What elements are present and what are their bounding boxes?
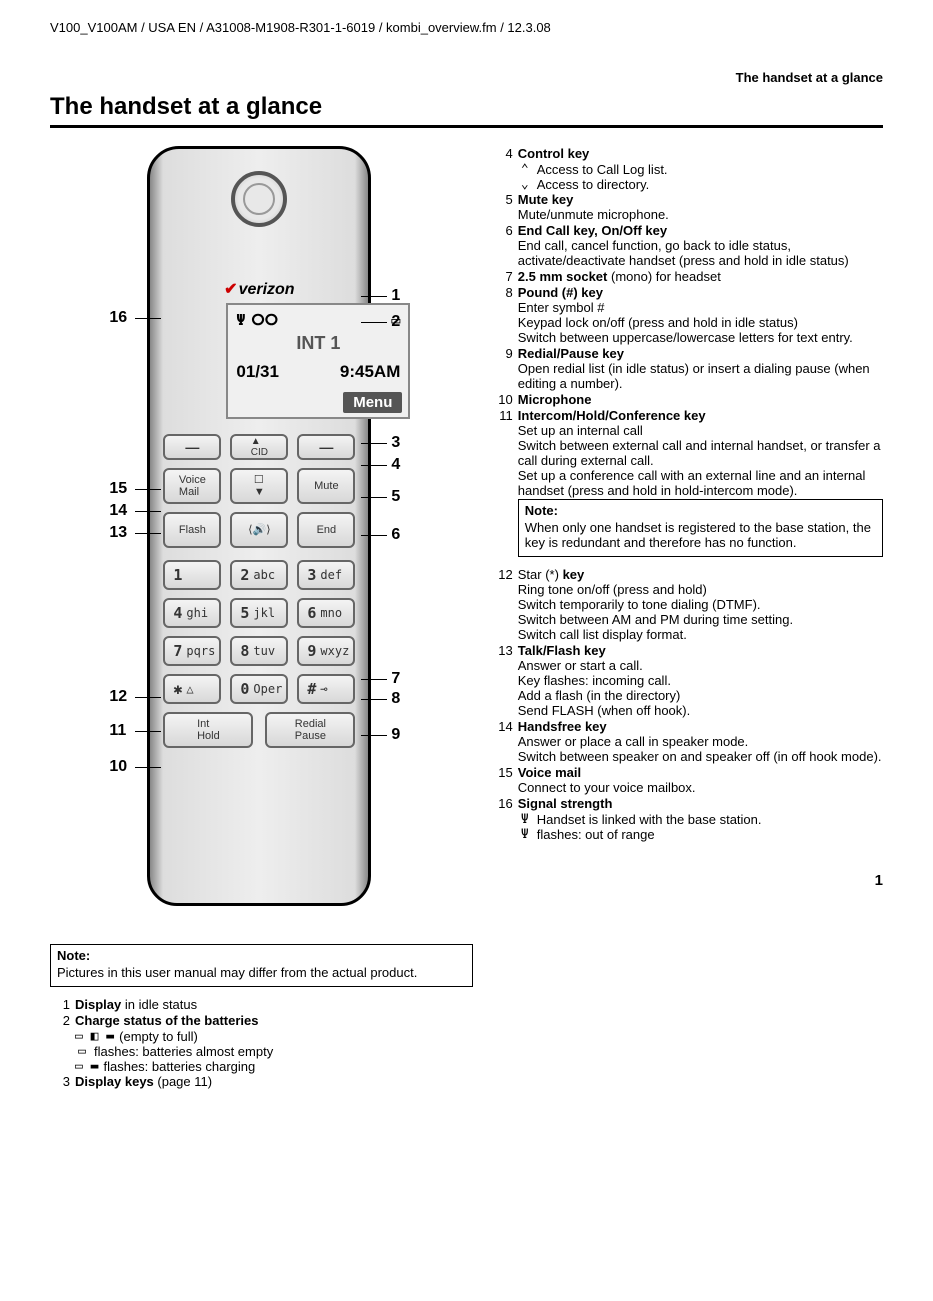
menu-softkey: Menu [343, 392, 402, 413]
doc-header: V100_V100AM / USA EN / A31008-M1908-R301… [50, 20, 883, 35]
legend-sub: ΨHandset is linked with the base station… [518, 812, 883, 827]
legend-item-2: 2Charge status of the batteries [50, 1013, 473, 1028]
running-head: The handset at a glance [50, 70, 883, 85]
key: 5jkl [230, 598, 288, 628]
key: RedialPause [265, 712, 355, 748]
page-number: 1 [493, 872, 883, 889]
key: 7pqrs [163, 636, 221, 666]
legend-sub: ▭ ◧ ▬(empty to full) [75, 1029, 473, 1044]
logo: verizon [150, 279, 368, 299]
key: VoiceMail [163, 468, 221, 504]
screen: Ψ ⵔⵔ ▭ INT 1 01/31 9:45AM Menu [226, 303, 410, 419]
callout-3: 3 [391, 434, 400, 452]
legend-sub: ▭ ▬flashes: batteries charging [75, 1059, 473, 1074]
callout-13: 13 [109, 524, 127, 542]
legend-item-6: 6End Call key, On/Off keyEnd call, cance… [493, 223, 883, 268]
callout-9: 9 [391, 726, 400, 744]
legend-right-1: 4Control key⌃Access to Call Log list.⌄Ac… [493, 146, 883, 498]
key: End [297, 512, 355, 548]
callout-6: 6 [391, 526, 400, 544]
legend-left: 1Display in idle status2Charge status of… [50, 997, 473, 1089]
phone-diagram: verizon Ψ ⵔⵔ ▭ INT 1 01/31 9:45AM Menu 1… [91, 146, 431, 926]
legend-sub: ⌄Access to directory. [518, 177, 883, 192]
int-label: INT 1 [236, 333, 400, 354]
note-box-right: Note: When only one handset is registere… [518, 499, 883, 557]
callout-5: 5 [391, 488, 400, 506]
legend-sub: ▭flashes: batteries almost empty [75, 1044, 473, 1059]
callout-7: 7 [391, 670, 400, 688]
legend-sub: Ψflashes: out of range [518, 827, 883, 842]
key: 8tuv [230, 636, 288, 666]
callout-4: 4 [391, 456, 400, 474]
callout-15: 15 [109, 480, 127, 498]
legend-item-10: 10Microphone [493, 392, 883, 407]
key: 0Oper [230, 674, 288, 704]
key [297, 434, 355, 460]
callout-1: 1 [391, 287, 400, 305]
callout-2: 2 [391, 313, 400, 331]
signal-icon: Ψ [236, 311, 245, 329]
legend-item-11: 11Intercom/Hold/Conference keySet up an … [493, 408, 883, 498]
legend-item-9: 9Redial/Pause keyOpen redial list (in id… [493, 346, 883, 391]
legend-item-1: 1Display in idle status [50, 997, 473, 1012]
key: 3def [297, 560, 355, 590]
key: 2abc [230, 560, 288, 590]
legend-item-7: 72.5 mm socket (mono) for headset [493, 269, 883, 284]
key: Mute [297, 468, 355, 504]
callout-16: 16 [109, 309, 127, 327]
legend-item-14: 14Handsfree keyAnswer or place a call in… [493, 719, 883, 764]
note-body: Pictures in this user manual may differ … [57, 965, 466, 980]
page-title: The handset at a glance [50, 93, 883, 121]
callout-8: 8 [391, 690, 400, 708]
legend-item-4: 4Control key [493, 146, 883, 161]
key: 4ghi [163, 598, 221, 628]
voicemail-icon: ⵔⵔ [251, 311, 278, 329]
note-title: Note: [525, 503, 876, 518]
key: ☐▼ [230, 468, 288, 504]
note-body: When only one handset is registered to t… [525, 520, 876, 550]
title-rule [50, 125, 883, 128]
legend-item-15: 15Voice mailConnect to your voice mailbo… [493, 765, 883, 795]
key: ▲CID [230, 434, 288, 460]
legend-item-5: 5Mute keyMute/unmute microphone. [493, 192, 883, 222]
key: 6mno [297, 598, 355, 628]
key: 1 [163, 560, 221, 590]
legend-item-13: 13Talk/Flash keyAnswer or start a call.K… [493, 643, 883, 718]
key: ⟨🔊⟩ [230, 512, 288, 548]
note-box-left: Note: Pictures in this user manual may d… [50, 944, 473, 987]
key: Flash [163, 512, 221, 548]
note-title: Note: [57, 948, 466, 963]
key [163, 434, 221, 460]
legend-item-8: 8Pound (#) keyEnter symbol #Keypad lock … [493, 285, 883, 345]
key: IntHold [163, 712, 253, 748]
callout-14: 14 [109, 502, 127, 520]
callout-11: 11 [109, 722, 126, 740]
legend-item-16: 16Signal strength [493, 796, 883, 811]
time: 9:45AM [340, 362, 400, 382]
callout-12: 12 [109, 688, 127, 706]
legend-sub: ⌃Access to Call Log list. [518, 162, 883, 177]
key: #⊸ [297, 674, 355, 704]
date: 01/31 [236, 362, 279, 382]
key: ✱△ [163, 674, 221, 704]
legend-item-12: 12Star (*) keyRing tone on/off (press an… [493, 567, 883, 642]
key: 9wxyz [297, 636, 355, 666]
legend-item-3: 3Display keys (page 11) [50, 1074, 473, 1089]
callout-10: 10 [109, 758, 127, 776]
legend-right-2: 12Star (*) keyRing tone on/off (press an… [493, 567, 883, 842]
